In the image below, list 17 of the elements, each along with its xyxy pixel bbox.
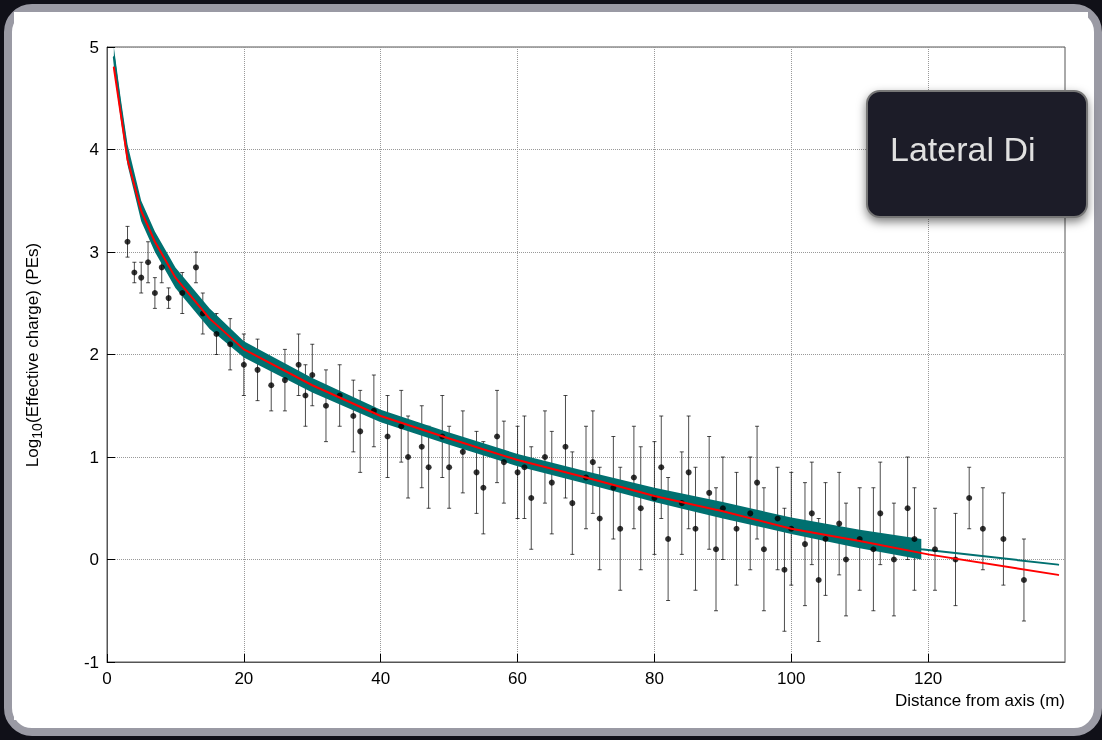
x-tick-label: 80 bbox=[644, 669, 664, 688]
x-tick-label: 60 bbox=[508, 669, 528, 688]
y-tick-label: -1 bbox=[83, 652, 99, 672]
y-tick-label: 1 bbox=[89, 447, 99, 467]
x-tick-label: 0 bbox=[102, 669, 112, 688]
x-tick-label: 20 bbox=[234, 669, 254, 688]
x-tick-label: 100 bbox=[777, 669, 806, 688]
y-tick-label: 2 bbox=[89, 345, 99, 364]
x-axis-title: Distance from axis (m) bbox=[894, 691, 1065, 710]
y-tick-label: 4 bbox=[89, 140, 99, 159]
y-tick-label: 3 bbox=[89, 242, 99, 262]
annotation: Lateral Di bbox=[890, 130, 1036, 169]
x-tick-label: 40 bbox=[371, 669, 391, 688]
y-tick-label: 5 bbox=[89, 37, 99, 57]
y-tick-label: 0 bbox=[89, 550, 99, 569]
popup-panel: Lateral Di bbox=[866, 90, 1088, 218]
x-tick-label: 120 bbox=[913, 669, 943, 688]
